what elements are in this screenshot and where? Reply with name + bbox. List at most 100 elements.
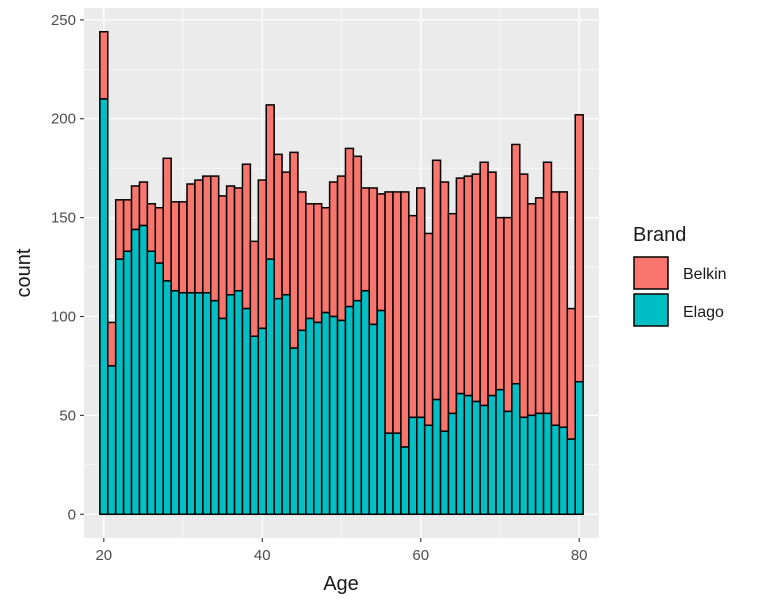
bar-elago — [487, 394, 497, 516]
bar-belkin — [313, 203, 323, 324]
bar-belkin — [558, 191, 569, 429]
bar-belkin — [368, 187, 378, 326]
bar-belkin — [107, 321, 117, 367]
bar-elago — [313, 321, 323, 516]
bar-elago — [352, 299, 363, 516]
bar-belkin — [154, 206, 164, 264]
bar-belkin — [566, 307, 576, 440]
bar-elago — [265, 258, 275, 516]
bar-belkin — [455, 177, 466, 395]
bar-belkin — [408, 214, 418, 419]
y-axis: 0 50 100 150 200 250 — [51, 12, 84, 523]
bar-belkin — [114, 199, 125, 260]
bar-elago — [202, 292, 212, 516]
y-tick-label: 50 — [59, 407, 76, 424]
y-tick-label: 0 — [68, 506, 76, 523]
bar-belkin — [503, 216, 513, 413]
bar-belkin — [202, 175, 212, 294]
bar-belkin — [392, 191, 402, 434]
bar-belkin — [210, 175, 220, 302]
bar-belkin — [526, 203, 537, 417]
bar-elago — [360, 290, 370, 516]
bar-elago — [368, 323, 378, 516]
bar-belkin — [297, 191, 307, 332]
bar-elago — [225, 294, 236, 516]
x-tick-label: 40 — [254, 547, 271, 564]
bar-elago — [273, 297, 283, 516]
bar-elago — [503, 410, 513, 516]
bar-elago — [376, 309, 386, 516]
bar-elago — [249, 335, 260, 516]
bar-belkin — [162, 157, 172, 282]
bar-belkin — [431, 159, 442, 401]
bar-elago — [107, 365, 117, 516]
bar-belkin — [233, 187, 244, 292]
bar-elago — [186, 292, 196, 516]
bar-elago — [431, 398, 442, 516]
bar-belkin — [376, 193, 386, 312]
x-tick-label: 80 — [571, 547, 588, 564]
bar-elago — [217, 317, 228, 516]
bar-elago — [447, 412, 458, 516]
bar-belkin — [344, 147, 355, 308]
bar-belkin — [194, 179, 204, 294]
bar-elago — [328, 315, 339, 516]
bar-elago — [146, 250, 157, 516]
bar-elago — [392, 432, 402, 516]
bar-belkin — [416, 187, 426, 419]
bar-elago — [297, 329, 307, 516]
x-tick-label: 20 — [95, 547, 112, 564]
bar-elago — [519, 416, 529, 516]
y-tick-label: 100 — [51, 309, 76, 326]
bar-belkin — [487, 171, 497, 397]
bar-elago — [463, 394, 473, 516]
bar-elago — [542, 412, 553, 516]
bar-belkin — [289, 151, 299, 349]
bar-belkin — [384, 191, 394, 434]
bar-belkin — [241, 163, 252, 310]
x-axis-title: Age — [323, 573, 359, 595]
bar-elago — [511, 382, 521, 516]
bar-belkin — [534, 197, 545, 415]
bar-belkin — [138, 181, 149, 227]
bar-belkin — [479, 161, 489, 407]
bar-belkin — [146, 203, 157, 252]
bar-belkin — [447, 212, 458, 415]
bar-elago — [416, 416, 426, 516]
bar-elago — [178, 292, 188, 516]
bar-belkin — [225, 185, 236, 296]
bar-elago — [384, 432, 394, 516]
y-axis-title: count — [13, 248, 35, 297]
bar-elago — [526, 414, 537, 516]
bar-elago — [305, 317, 315, 516]
bar-belkin — [463, 175, 473, 397]
bar-belkin — [328, 181, 339, 318]
bar-belkin — [257, 179, 267, 330]
bar-belkin — [217, 195, 228, 320]
bar-elago — [170, 290, 180, 516]
bar-belkin — [423, 232, 434, 427]
bar-belkin — [122, 199, 133, 252]
bar-elago — [210, 299, 220, 516]
bar-belkin — [178, 201, 188, 294]
bar-elago — [423, 424, 434, 516]
bar-elago — [281, 294, 291, 516]
legend-title: Brand — [633, 224, 686, 246]
bar-elago — [99, 98, 109, 516]
bar-elago — [233, 290, 244, 516]
bar-elago — [162, 280, 172, 516]
bar-elago — [344, 305, 355, 516]
bar-elago — [400, 446, 410, 516]
bar-belkin — [511, 143, 521, 385]
bar-elago — [241, 307, 252, 516]
bar-belkin — [273, 153, 283, 300]
bar-belkin — [170, 201, 180, 292]
bar-elago — [114, 258, 125, 516]
bar-belkin — [352, 155, 363, 302]
y-tick-label: 250 — [51, 12, 76, 29]
bar-elago — [534, 412, 545, 516]
bar-elago — [320, 311, 331, 516]
bars — [99, 30, 584, 516]
